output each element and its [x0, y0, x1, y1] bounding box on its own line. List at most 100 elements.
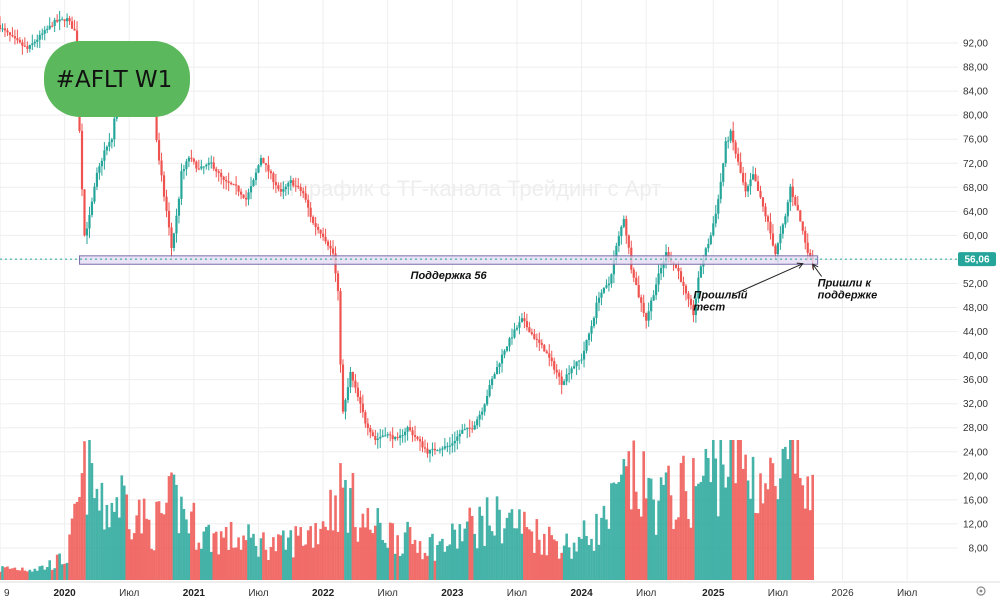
candle-body — [207, 162, 210, 165]
volume-bar — [361, 513, 365, 580]
candle-body — [689, 298, 693, 305]
candle-body — [212, 162, 215, 169]
candle-body — [558, 372, 561, 377]
volume-bar — [515, 528, 519, 580]
candle-body — [249, 186, 253, 193]
volume-bar — [137, 499, 141, 580]
settings-icon[interactable] — [976, 586, 986, 596]
volume-bar — [779, 478, 782, 580]
candle-body — [83, 189, 86, 236]
volume-bar — [662, 484, 665, 580]
volume-bar — [625, 466, 628, 580]
candle-body — [28, 45, 31, 49]
volume-bar — [177, 533, 181, 580]
candle-body — [63, 19, 66, 22]
candle-body — [535, 338, 538, 340]
volume-bar — [294, 526, 298, 580]
volume-bar — [204, 526, 208, 580]
volume-bar — [68, 534, 71, 580]
annotation-line: Прошлый — [693, 290, 747, 302]
candle-body — [43, 30, 46, 34]
y-tick-label: 88,00 — [963, 63, 988, 74]
candle-body — [724, 141, 727, 164]
volume-bar — [483, 545, 486, 580]
candle-body — [202, 166, 205, 168]
candle-body — [515, 327, 519, 330]
candle-body — [441, 448, 444, 450]
settings-icon-dot[interactable] — [979, 589, 983, 593]
candle-body — [51, 25, 54, 27]
volume-bar — [252, 533, 255, 580]
volume-bar — [448, 544, 452, 580]
volume-bar — [702, 475, 705, 580]
candle-body — [309, 207, 312, 217]
candle-body — [625, 219, 628, 236]
volume-bar — [127, 529, 131, 580]
candle-body — [21, 42, 24, 46]
candle-body — [110, 139, 113, 143]
ticker-badge: #AFLT W1 — [44, 41, 190, 117]
volume-bar — [150, 548, 153, 580]
volume-bar — [637, 508, 641, 580]
x-tick-label: 2025 — [702, 588, 725, 599]
volume-bar — [73, 503, 76, 580]
candle-body — [68, 18, 71, 22]
volume-bar — [617, 482, 621, 580]
support-zone-label: Поддержка 56 — [411, 270, 488, 282]
volume-bar — [162, 514, 166, 580]
volume-bar — [28, 569, 32, 580]
candle-body — [155, 115, 158, 141]
candle-body — [307, 199, 310, 208]
volume-bar — [562, 545, 566, 580]
volume-bar — [403, 532, 407, 580]
candle-body — [11, 34, 14, 37]
candle-body — [61, 19, 64, 21]
volume-bar — [416, 552, 419, 580]
candle-body — [543, 344, 546, 352]
candle-body — [655, 284, 658, 296]
volume-bar — [242, 535, 245, 580]
volume-bar — [334, 495, 337, 580]
volume-bar — [582, 520, 586, 580]
y-tick-label: 48,00 — [963, 303, 988, 314]
candle-body — [476, 419, 479, 426]
volume-bar — [709, 482, 713, 580]
volume-bar — [746, 480, 750, 580]
candle-body — [659, 268, 663, 274]
candle-body — [640, 297, 643, 303]
x-tick-label: Июл — [897, 588, 917, 599]
candle-body — [237, 185, 240, 192]
volume-bar — [413, 539, 417, 580]
candle-body — [714, 213, 717, 224]
volume-bar — [443, 551, 447, 580]
volume-bar — [734, 483, 737, 580]
candle-body — [41, 33, 44, 35]
candle-body — [657, 273, 660, 285]
candle-body — [302, 191, 305, 194]
volume-bar — [731, 440, 735, 580]
volume-bar — [78, 497, 81, 580]
candle-body — [553, 361, 556, 370]
candle-body — [692, 304, 695, 316]
candle-body — [361, 403, 364, 413]
candle-body — [766, 216, 770, 222]
candle-body — [404, 431, 407, 436]
candle-body — [33, 41, 36, 44]
volume-bar — [575, 551, 578, 580]
volume-bar — [145, 518, 148, 580]
candle-body — [786, 202, 789, 217]
volume-bar — [45, 567, 49, 580]
candle-body — [737, 153, 740, 162]
candle-body — [103, 150, 106, 161]
annotation-prev-test: Прошлый тест — [693, 290, 747, 314]
candle-body — [597, 297, 601, 303]
volume-bar — [612, 482, 616, 580]
volume-bar — [739, 440, 742, 580]
volume-bar — [147, 519, 151, 580]
candle-body — [458, 433, 461, 437]
volume-bar — [237, 537, 240, 580]
settings-icon-ring[interactable] — [976, 586, 986, 596]
volume-bar — [421, 559, 424, 580]
y-tick-label: 12,00 — [963, 519, 988, 530]
volume-bar — [160, 513, 163, 580]
